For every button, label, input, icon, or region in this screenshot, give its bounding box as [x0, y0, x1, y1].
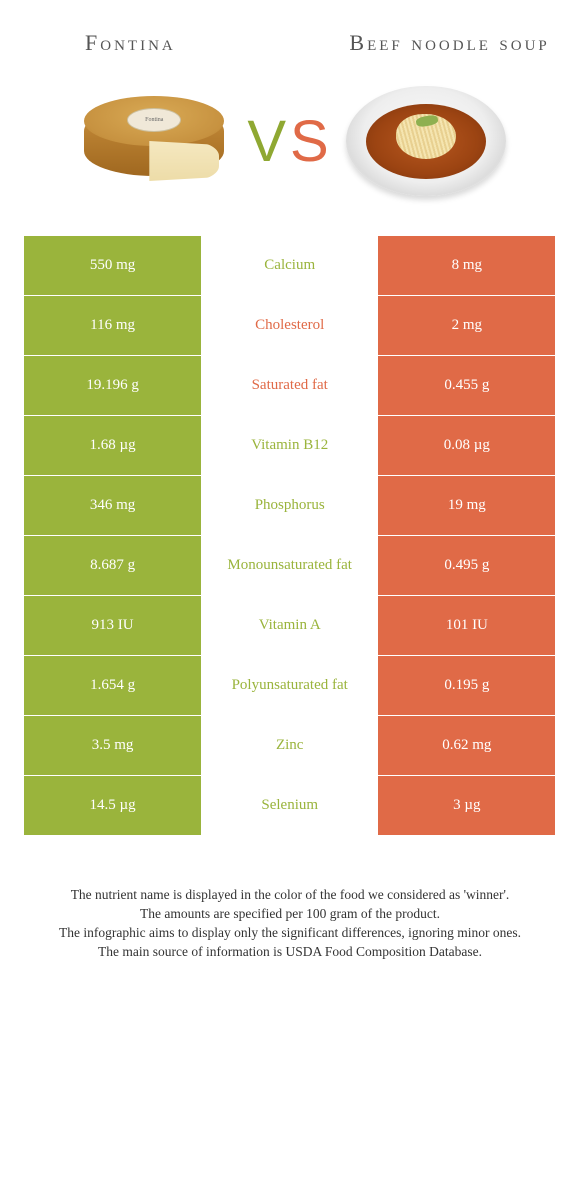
footer-line: The amounts are specified per 100 gram o… — [34, 905, 546, 924]
table-row: 3.5 mgZinc0.62 mg — [24, 716, 556, 776]
images-row: Fontina VS — [24, 71, 556, 211]
table-row: 14.5 µgSelenium3 µg — [24, 776, 556, 836]
nutrient-label: Cholesterol — [201, 296, 378, 355]
value-right: 0.455 g — [378, 356, 555, 415]
value-left: 116 mg — [24, 296, 201, 355]
nutrient-label: Zinc — [201, 716, 378, 775]
value-right: 0.195 g — [378, 656, 555, 715]
food-image-left: Fontina — [69, 71, 239, 211]
value-right: 19 mg — [378, 476, 555, 535]
nutrient-label: Selenium — [201, 776, 378, 835]
value-left: 8.687 g — [24, 536, 201, 595]
value-left: 3.5 mg — [24, 716, 201, 775]
table-row: 19.196 gSaturated fat0.455 g — [24, 356, 556, 416]
value-left: 913 IU — [24, 596, 201, 655]
vs-s-letter: S — [290, 109, 333, 174]
food-title-right: Beef noodle soup — [343, 30, 556, 56]
nutrient-label: Calcium — [201, 236, 378, 295]
table-row: 550 mgCalcium8 mg — [24, 236, 556, 296]
vs-label: VS — [247, 108, 332, 175]
vs-v-letter: V — [247, 109, 290, 174]
value-left: 1.654 g — [24, 656, 201, 715]
food-image-right — [341, 71, 511, 211]
cheese-icon: Fontina — [79, 86, 229, 196]
value-left: 19.196 g — [24, 356, 201, 415]
value-right: 0.62 mg — [378, 716, 555, 775]
infographic-container: Fontina Beef noodle soup Fontina VS 550 … — [0, 0, 580, 982]
value-left: 346 mg — [24, 476, 201, 535]
nutrient-table: 550 mgCalcium8 mg116 mgCholesterol2 mg19… — [24, 236, 556, 836]
value-right: 2 mg — [378, 296, 555, 355]
table-row: 1.68 µgVitamin B120.08 µg — [24, 416, 556, 476]
nutrient-label: Vitamin B12 — [201, 416, 378, 475]
value-right: 8 mg — [378, 236, 555, 295]
footer-line: The main source of information is USDA F… — [34, 943, 546, 962]
table-row: 346 mgPhosphorus19 mg — [24, 476, 556, 536]
footer-line: The nutrient name is displayed in the co… — [34, 886, 546, 905]
footer-line: The infographic aims to display only the… — [34, 924, 546, 943]
value-left: 550 mg — [24, 236, 201, 295]
food-title-left: Fontina — [24, 30, 237, 56]
nutrient-label: Polyunsaturated fat — [201, 656, 378, 715]
nutrient-label: Saturated fat — [201, 356, 378, 415]
value-left: 1.68 µg — [24, 416, 201, 475]
soup-icon — [346, 76, 506, 206]
table-row: 1.654 gPolyunsaturated fat0.195 g — [24, 656, 556, 716]
value-right: 0.495 g — [378, 536, 555, 595]
footer-notes: The nutrient name is displayed in the co… — [24, 886, 556, 962]
value-left: 14.5 µg — [24, 776, 201, 835]
value-right: 101 IU — [378, 596, 555, 655]
value-right: 3 µg — [378, 776, 555, 835]
header-row: Fontina Beef noodle soup — [24, 30, 556, 56]
value-right: 0.08 µg — [378, 416, 555, 475]
table-row: 8.687 gMonounsaturated fat0.495 g — [24, 536, 556, 596]
nutrient-label: Monounsaturated fat — [201, 536, 378, 595]
nutrient-label: Phosphorus — [201, 476, 378, 535]
table-row: 913 IUVitamin A101 IU — [24, 596, 556, 656]
table-row: 116 mgCholesterol2 mg — [24, 296, 556, 356]
nutrient-label: Vitamin A — [201, 596, 378, 655]
